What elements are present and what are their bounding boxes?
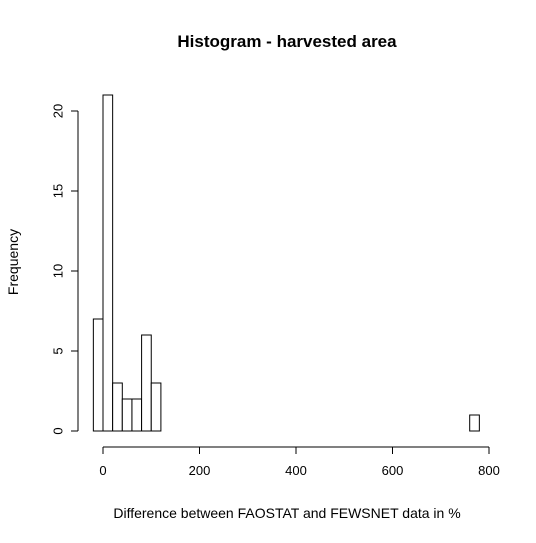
histogram-bar — [92, 318, 104, 432]
x-tick-label: 0 — [99, 463, 106, 478]
y-axis-label: Frequency — [5, 229, 21, 295]
histogram-bar — [131, 398, 143, 432]
y-tick-label: 15 — [51, 184, 66, 198]
x-tick-label: 400 — [285, 463, 307, 478]
histogram-bar — [112, 382, 123, 432]
histogram-bar — [150, 382, 162, 432]
x-tick-label: 600 — [382, 463, 404, 478]
y-tick-label: 20 — [51, 104, 66, 118]
histogram-bar — [102, 94, 114, 432]
y-tick-label: 5 — [51, 347, 66, 354]
chart-title: Histogram - harvested area — [177, 32, 397, 51]
x-tick-label: 200 — [189, 463, 211, 478]
x-axis-label: Difference between FAOSTAT and FEWSNET d… — [113, 505, 460, 521]
histogram-bar — [141, 334, 152, 432]
y-tick-label: 0 — [51, 427, 66, 434]
y-axis: 0 5 10 15 20 — [51, 104, 79, 435]
x-tick-label: 800 — [478, 463, 500, 478]
histogram-bar — [121, 398, 133, 432]
histogram-bar — [469, 414, 480, 432]
y-tick-label: 10 — [51, 264, 66, 278]
x-axis: 0 200 400 600 800 — [99, 446, 500, 478]
histogram-bars — [92, 94, 480, 432]
